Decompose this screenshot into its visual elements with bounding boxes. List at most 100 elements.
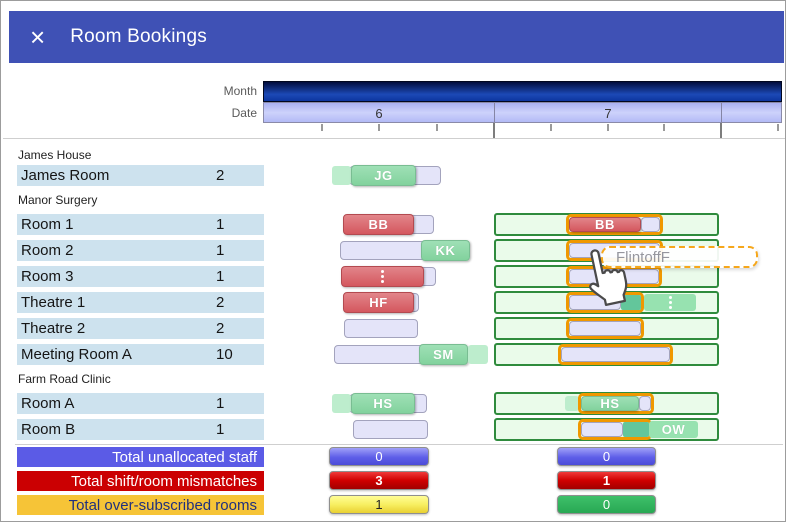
window-header: × Room Bookings: [9, 11, 784, 63]
room-row: Room 2 1: [17, 240, 264, 261]
close-icon[interactable]: ×: [30, 22, 46, 52]
booking-bar[interactable]: [623, 422, 649, 437]
tick-mark: [320, 124, 323, 131]
room-row: Room A 1: [17, 393, 264, 414]
ellipsis-icon: [668, 296, 672, 309]
drag-tooltip-text: FlintoffF: [616, 248, 670, 266]
booking-bar[interactable]: HS: [581, 396, 639, 411]
booking-initials: JG: [374, 168, 393, 183]
drop-target-outline: [558, 344, 673, 365]
tick-mark: [549, 124, 552, 131]
room-capacity: 2: [216, 167, 225, 184]
room-row: Room 3 1: [17, 266, 264, 287]
room-name: James Room: [21, 167, 110, 184]
room-name: Room 2: [21, 242, 74, 259]
drag-tooltip: FlintoffF: [601, 246, 758, 268]
group-label: James House: [18, 148, 92, 162]
totals-row-label: Total unallocated staff: [17, 447, 264, 467]
room-row: Room 1 1: [17, 214, 264, 235]
shift-bar[interactable]: [569, 321, 641, 336]
shift-bar[interactable]: [561, 347, 670, 362]
tick-mark: [776, 124, 779, 131]
month-axis-label: Month: [223, 84, 257, 98]
group-label: Manor Surgery: [18, 193, 98, 207]
date-cell: [721, 103, 781, 122]
room-row: Room B 1: [17, 419, 264, 440]
shift-bar[interactable]: [639, 396, 651, 411]
room-row: Theatre 2 2: [17, 318, 264, 339]
booking-initials: BB: [368, 217, 389, 232]
room-name: Theatre 2: [21, 320, 86, 337]
booking-bar[interactable]: HF: [343, 292, 414, 313]
date-cell-6: 6: [375, 106, 383, 121]
room-row: Theatre 1 2: [17, 292, 264, 313]
booking-initials: BB: [595, 217, 615, 232]
booking-bar[interactable]: [565, 396, 579, 411]
room-row: James Room 2: [17, 165, 264, 186]
booking-bar[interactable]: [621, 295, 641, 310]
drop-target-outline: [566, 318, 644, 339]
booking-initials: KK: [435, 243, 456, 258]
separator-line: [15, 444, 783, 445]
total-pill: 0: [557, 447, 656, 466]
room-capacity: 2: [216, 294, 225, 311]
date-axis-label: Date: [231, 106, 257, 120]
page-title: Room Bookings: [70, 26, 207, 47]
room-capacity: 2: [216, 320, 225, 337]
booking-bar[interactable]: OW: [649, 421, 698, 438]
group-label: Farm Road Clinic: [18, 372, 111, 386]
room-capacity: 1: [216, 242, 225, 259]
tick-mark: [378, 124, 380, 131]
tick-mark: [663, 124, 666, 131]
room-capacity: 1: [216, 421, 225, 438]
date-cell-7: 7: [494, 103, 721, 122]
timeline-ticks: [263, 123, 782, 138]
day-divider: [720, 123, 722, 138]
booking-initials: SM: [433, 347, 454, 362]
drop-target-outline: [578, 393, 654, 414]
room-name: Meeting Room A: [21, 346, 132, 363]
booking-bar[interactable]: BB: [569, 217, 641, 232]
ellipsis-icon: [381, 270, 384, 283]
tick-mark: [606, 124, 609, 131]
booking-bar[interactable]: [644, 294, 696, 311]
room-name: Room B: [21, 421, 76, 438]
booking-bar[interactable]: BB: [343, 214, 414, 235]
room-capacity: 1: [216, 395, 225, 412]
room-name: Room 1: [21, 216, 74, 233]
total-pill: 3: [329, 471, 429, 490]
booking-bar[interactable]: KK: [421, 240, 470, 261]
total-pill: 0: [557, 495, 656, 514]
shift-bar[interactable]: [353, 420, 428, 439]
total-pill: 1: [557, 471, 656, 490]
tick-mark: [435, 124, 438, 131]
booking-bar[interactable]: [332, 166, 351, 185]
month-header-bar: [263, 81, 782, 102]
total-pill: 1: [329, 495, 429, 514]
booking-bar[interactable]: [341, 266, 424, 287]
room-name: Theatre 1: [21, 294, 86, 311]
booking-bar[interactable]: [332, 394, 351, 413]
booking-initials: HS: [373, 396, 393, 411]
separator-line: [3, 138, 785, 139]
room-name: Room A: [21, 395, 75, 412]
totals-row-label: Total over-subscribed rooms: [17, 495, 264, 515]
day-divider: [493, 123, 495, 138]
room-name: Room 3: [21, 268, 74, 285]
room-capacity: 1: [216, 268, 225, 285]
booking-initials: OW: [661, 422, 686, 437]
room-row: Meeting Room A 10: [17, 344, 264, 365]
shift-bar[interactable]: [641, 217, 660, 232]
booking-bar[interactable]: HS: [351, 393, 415, 414]
room-capacity: 10: [216, 346, 233, 363]
booking-bar[interactable]: JG: [351, 165, 416, 186]
booking-bar[interactable]: [468, 345, 488, 364]
room-capacity: 1: [216, 216, 225, 233]
shift-bar[interactable]: [581, 422, 623, 437]
booking-initials: HF: [369, 295, 388, 310]
shift-bar[interactable]: [344, 319, 418, 338]
booking-bar[interactable]: SM: [419, 344, 468, 365]
total-pill: 0: [329, 447, 429, 466]
